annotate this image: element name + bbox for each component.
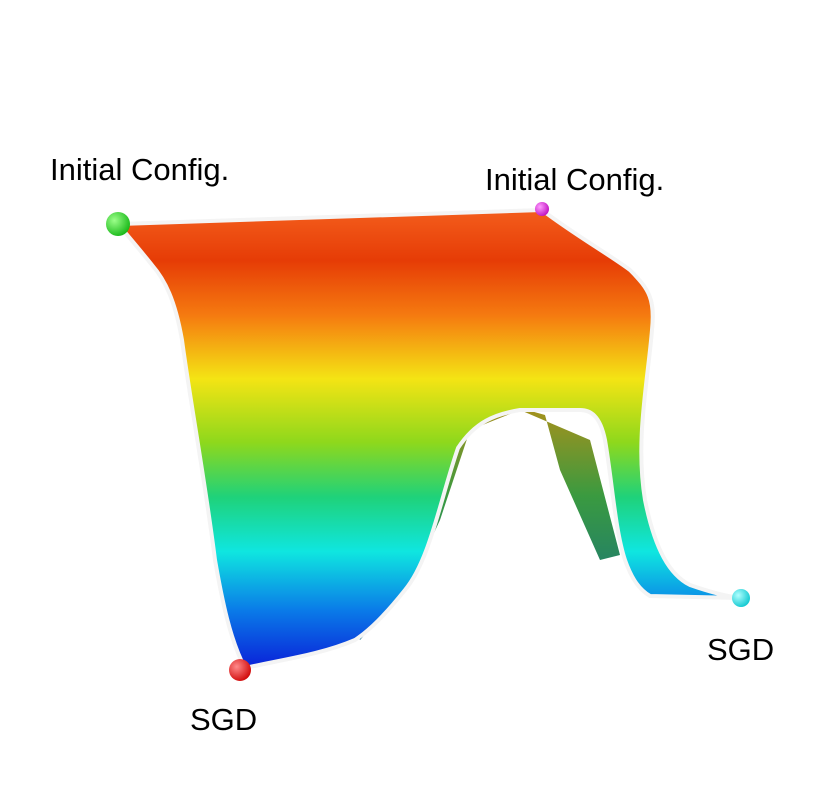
marker-magenta [535,202,549,216]
marker-red [229,659,251,681]
marker-green [106,212,130,236]
marker-cyan [732,589,750,607]
point-label: SGD [707,632,774,667]
point-label: Initial Config. [485,162,664,197]
point-label: SGD [190,702,257,737]
surface [116,208,742,670]
point-label: Initial Config. [50,152,229,187]
